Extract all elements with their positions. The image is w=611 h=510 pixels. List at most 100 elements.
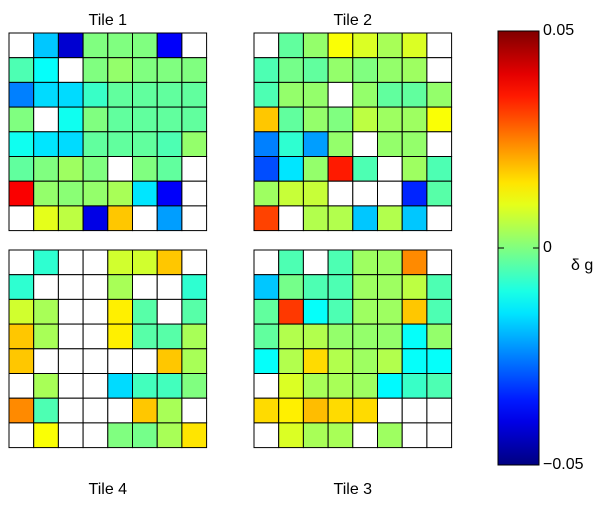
heatmap-cell: [107, 298, 134, 325]
heatmap-cell: [33, 298, 59, 325]
heatmap-cell: [132, 348, 158, 374]
heatmap-cell: [33, 249, 59, 276]
heatmap-cell: [426, 57, 453, 83]
heatmap-cell: [302, 323, 329, 350]
heatmap-cell: [352, 373, 378, 399]
heatmap-cell: [253, 57, 280, 83]
heatmap-cell: [107, 323, 134, 350]
heatmap-cell: [8, 348, 35, 374]
heatmap-cell: [278, 156, 304, 182]
heatmap-cell: [57, 422, 84, 449]
heatmap-cell: [302, 131, 329, 158]
heatmap-cell: [426, 81, 453, 108]
heatmap-cell: [302, 156, 329, 182]
heatmap-cell: [57, 131, 84, 158]
heatmap-cell: [181, 131, 208, 158]
heatmap-cell: [132, 32, 158, 59]
heatmap-cell: [156, 348, 183, 374]
heatmap-cell: [253, 373, 280, 399]
colorbar-label: δ g: [571, 257, 593, 274]
heatmap-cell: [8, 323, 35, 350]
heatmap-cell: [57, 298, 84, 325]
heatmap-cell: [107, 57, 134, 83]
heatmap-cell: [426, 205, 453, 232]
heatmap-cell: [377, 57, 403, 83]
heatmap-cell: [302, 205, 329, 232]
heatmap-cell: [8, 32, 35, 59]
heatmap-cell: [8, 249, 35, 276]
heatmap-cell: [278, 397, 304, 424]
heatmap-cell: [253, 180, 280, 207]
heatmap-cell: [33, 131, 59, 158]
heatmap-cell: [401, 373, 428, 399]
heatmap-cell: [8, 397, 35, 424]
heatmap-cell: [82, 397, 109, 424]
heatmap-cell: [352, 397, 378, 424]
heatmap-cell: [8, 106, 35, 133]
heatmap-cell: [426, 298, 453, 325]
heatmap-cell: [401, 180, 428, 207]
colorbar-gradient: [497, 30, 540, 466]
heatmap-cell: [82, 323, 109, 350]
heatmap-cell: [352, 131, 378, 158]
heatmap-cell: [426, 156, 453, 182]
heatmap-cell: [33, 397, 59, 424]
tile-title: Tile 4: [89, 481, 128, 498]
tile-title: Tile 1: [89, 12, 128, 29]
heatmap-cell: [377, 249, 403, 276]
tile-2: Tile 2: [253, 12, 453, 232]
heatmap-cell: [57, 373, 84, 399]
heatmap-cell: [352, 180, 378, 207]
heatmap-cell: [156, 274, 183, 300]
heatmap-cell: [181, 397, 208, 424]
heatmap-cell: [377, 323, 403, 350]
heatmap-cell: [327, 57, 354, 83]
heatmap-cell: [8, 298, 35, 325]
heatmap-cell: [278, 323, 304, 350]
heatmap-cell: [253, 156, 280, 182]
heatmap-cell: [377, 131, 403, 158]
heatmap-cell: [327, 397, 354, 424]
heatmap-cell: [132, 298, 158, 325]
heatmap-cell: [33, 205, 59, 232]
heatmap-cell: [401, 323, 428, 350]
heatmap-cell: [327, 81, 354, 108]
heatmap-cell: [156, 106, 183, 133]
colorbar-ticks: 0.05 0 −0.05: [498, 22, 584, 473]
heatmap-cell: [57, 274, 84, 300]
heatmap-cell: [253, 397, 280, 424]
heatmap-cell: [401, 348, 428, 374]
heatmap-cell: [426, 422, 453, 449]
heatmap-cell: [278, 106, 304, 133]
heatmap-cell: [401, 156, 428, 182]
heatmap-cell: [401, 32, 428, 59]
heatmap-cell: [302, 422, 329, 449]
heatmap-cell: [278, 274, 304, 300]
colorbar-tick-label: −0.05: [543, 456, 584, 473]
heatmap-cell: [107, 32, 134, 59]
heatmap-cell: [253, 131, 280, 158]
heatmap-cell: [181, 32, 208, 59]
heatmap-cell: [107, 373, 134, 399]
heatmap-cell: [426, 323, 453, 350]
heatmap-cell: [107, 422, 134, 449]
heatmap-cell: [132, 373, 158, 399]
heatmap-cell: [327, 348, 354, 374]
heatmap-cell: [352, 57, 378, 83]
heatmap-cell: [57, 57, 84, 83]
heatmap-cell: [181, 323, 208, 350]
tile-4: Tile 3: [253, 249, 453, 498]
heatmap-cell: [377, 81, 403, 108]
heatmap-cell: [327, 106, 354, 133]
heatmap-cell: [132, 274, 158, 300]
heatmap-cell: [156, 180, 183, 207]
heatmap-cell: [426, 348, 453, 374]
heatmap-cell: [181, 205, 208, 232]
heatmap-cell: [253, 106, 280, 133]
heatmap-cell: [352, 323, 378, 350]
heatmap-cell: [156, 205, 183, 232]
heatmap-cell: [278, 180, 304, 207]
heatmap-cell: [302, 348, 329, 374]
heatmap-cell: [107, 106, 134, 133]
heatmap-cell: [82, 274, 109, 300]
